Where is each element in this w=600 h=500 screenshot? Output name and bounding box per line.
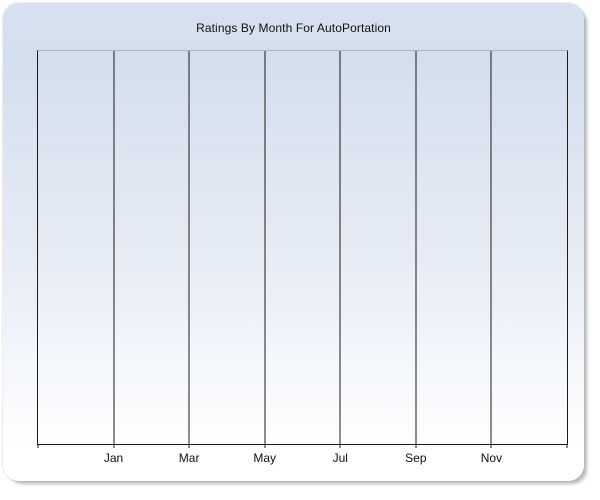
x-axis-label: Sep [405, 451, 427, 465]
x-axis-label: Mar [178, 451, 200, 465]
chart-panel: Ratings By Month For AutoPortation Jan M… [3, 3, 584, 481]
gridline [490, 51, 492, 444]
x-axis-tick [264, 444, 266, 448]
gridline [188, 51, 190, 444]
gridline [264, 51, 266, 444]
chart-title: Ratings By Month For AutoPortation [196, 21, 391, 35]
x-axis-label: Jul [332, 451, 348, 465]
x-axis-tick [490, 444, 492, 448]
gridline [339, 51, 341, 444]
gridline [113, 51, 115, 444]
x-axis-tick [339, 444, 341, 448]
x-axis-label: Jan [103, 451, 124, 465]
x-axis-tick [566, 444, 568, 448]
x-axis-tick [415, 444, 417, 448]
x-axis-tick [37, 444, 39, 448]
plot-area: Jan Mar May Jul Sep Nov [37, 50, 568, 465]
x-axis-label: Nov [480, 451, 503, 465]
x-axis-tick [113, 444, 115, 448]
x-axis-label: May [253, 451, 277, 465]
gridline [415, 51, 417, 444]
x-axis-tick [188, 444, 190, 448]
